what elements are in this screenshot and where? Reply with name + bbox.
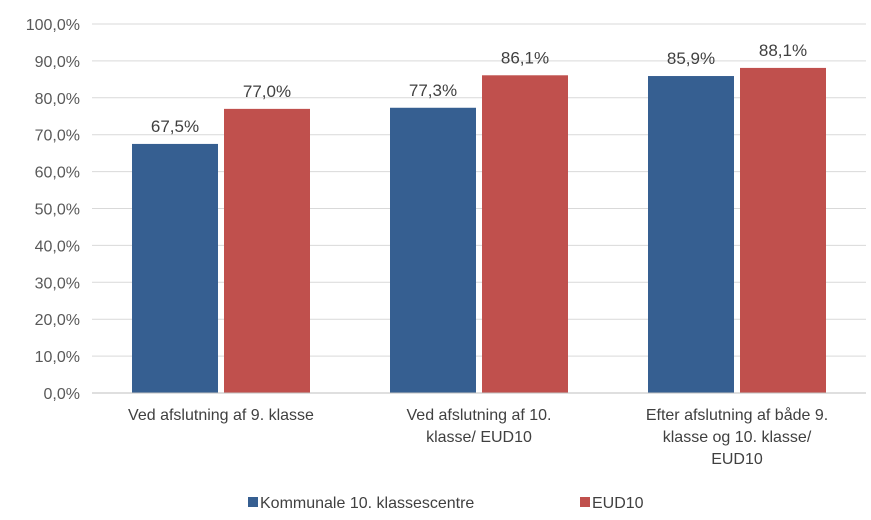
y-axis-tick-labels: 0,0% 10,0% 20,0% 30,0% 40,0% 50,0% 60,0% 70,0% 8… <box>26 17 80 403</box>
y-tick-label: 20,0% <box>35 312 80 329</box>
data-label: 77,0% <box>243 82 291 101</box>
bar <box>740 67 826 393</box>
legend-swatch <box>248 497 258 507</box>
legend-swatch <box>580 497 590 507</box>
y-tick-label: 10,0% <box>35 349 80 366</box>
y-tick-label: 50,0% <box>35 202 80 219</box>
bar <box>224 108 310 394</box>
y-tick-label: 30,0% <box>35 275 80 292</box>
data-labels: 67,5% 77,3% 85,9% 77,0% 86,1% 88,1% <box>151 41 807 136</box>
data-label: 85,9% <box>667 49 715 68</box>
x-category-label: Ved afslutning af 9. klasse <box>128 407 314 424</box>
y-tick-label: 40,0% <box>35 238 80 255</box>
x-axis-category-labels: Ved afslutning af 9. klasse Ved afslutnin… <box>128 406 828 468</box>
x-category-label: Efter afslutning af både 9. <box>646 406 828 424</box>
y-tick-label: 80,0% <box>35 91 80 108</box>
bar <box>390 107 476 393</box>
y-tick-label: 70,0% <box>35 128 80 145</box>
data-label: 67,5% <box>151 117 199 136</box>
bar <box>132 143 218 393</box>
legend-label: Kommunale 10. klassescentre <box>260 495 474 512</box>
bars <box>132 67 826 394</box>
y-tick-label: 100,0% <box>26 17 80 34</box>
data-label: 86,1% <box>501 48 549 67</box>
y-tick-label: 90,0% <box>35 54 80 71</box>
y-tick-label: 60,0% <box>35 165 80 182</box>
x-category-label: klasse/ EUD10 <box>426 429 532 446</box>
legend: Kommunale 10. klassescentre EUD10 <box>248 495 644 512</box>
x-category-label: klasse og 10. klasse/ <box>663 429 812 446</box>
data-label: 77,3% <box>409 81 457 100</box>
x-category-label: Ved afslutning af 10. <box>407 407 552 424</box>
y-tick-label: 0,0% <box>44 386 80 403</box>
legend-label: EUD10 <box>592 495 644 512</box>
data-label: 88,1% <box>759 41 807 60</box>
bar <box>482 75 568 393</box>
bar <box>648 76 734 394</box>
x-category-label: EUD10 <box>711 451 763 468</box>
gridlines <box>92 23 866 357</box>
